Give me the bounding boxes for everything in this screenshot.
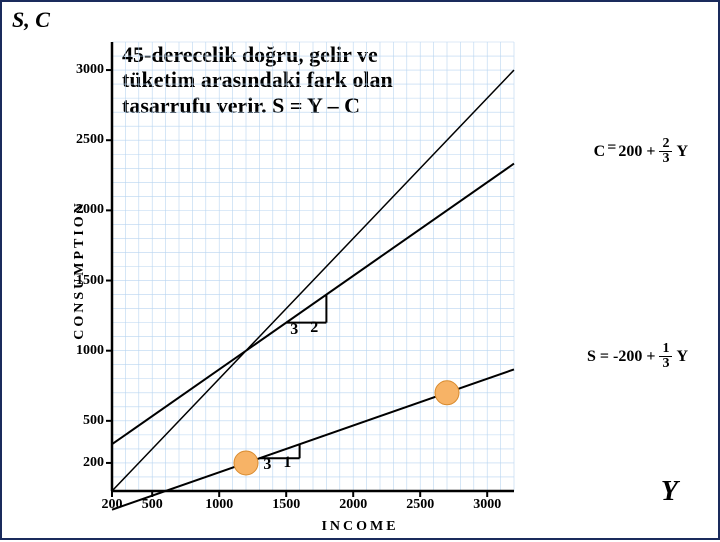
slope-label-1: 3 2 xyxy=(290,321,318,339)
slope1-num: 2 xyxy=(306,319,318,337)
y-tick-label: 500 xyxy=(64,413,104,429)
x-tick-label: 2500 xyxy=(406,497,434,513)
y-tick-label: 1500 xyxy=(64,273,104,289)
y-tick-label: 2500 xyxy=(64,132,104,148)
y-tick-label: 2000 xyxy=(64,202,104,218)
x-tick-label: 200 xyxy=(102,497,123,513)
slope-label-2: 3 1 xyxy=(263,456,291,474)
y-tick-label: 1000 xyxy=(64,343,104,359)
x-tick-label: 2000 xyxy=(339,497,367,513)
chart-svg xyxy=(2,2,720,542)
y-tick-label: 200 xyxy=(64,455,104,471)
slope2-num: 1 xyxy=(279,454,291,472)
slope2-den: 3 xyxy=(263,456,279,474)
slope1-den: 3 xyxy=(290,321,306,339)
x-tick-label: 500 xyxy=(142,497,163,513)
x-tick-label: 1000 xyxy=(205,497,233,513)
x-tick-label: 3000 xyxy=(473,497,501,513)
chart-container: S, C CONSUMPTION INCOME Y 45-derecelik d… xyxy=(2,2,718,538)
x-tick-label: 1500 xyxy=(272,497,300,513)
y-tick-label: 3000 xyxy=(64,62,104,78)
